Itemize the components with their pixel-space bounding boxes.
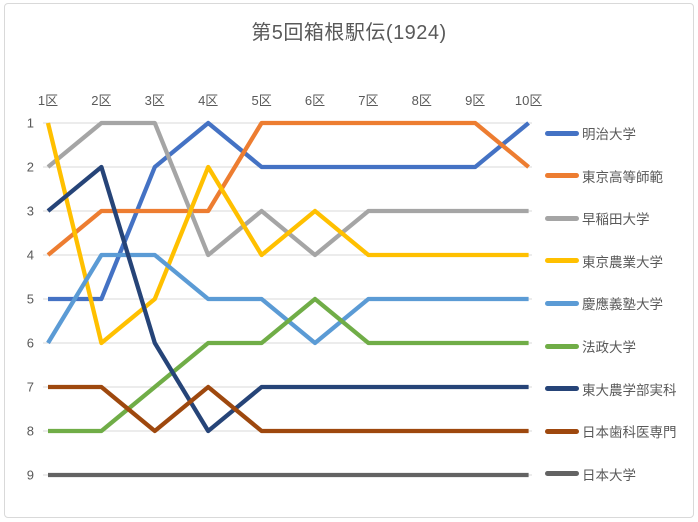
x-axis-category-label: 4区 <box>198 93 218 108</box>
y-axis-tick-label: 6 <box>27 336 34 351</box>
x-axis-category-label: 9区 <box>465 93 485 108</box>
x-axis-category-label: 2区 <box>91 93 111 108</box>
chart-title: 第5回箱根駅伝(1924) <box>251 22 447 44</box>
y-axis-tick-label: 2 <box>27 160 34 175</box>
x-axis-category-label: 10区 <box>515 93 542 108</box>
x-axis-category-label: 1区 <box>38 93 58 108</box>
y-axis-tick-label: 8 <box>27 424 34 439</box>
series-line-法政大学 <box>48 296 529 434</box>
y-axis-tick-label: 1 <box>27 116 34 131</box>
y-axis-tick-label: 4 <box>27 248 34 263</box>
x-axis-category-label: 8区 <box>412 93 432 108</box>
series-line-日本歯科医専門 <box>48 384 529 434</box>
x-axis-category-label: 5区 <box>251 93 271 108</box>
y-axis-tick-label: 5 <box>27 292 34 307</box>
series-line-東大農学部実科 <box>46 164 529 434</box>
x-axis-category-label: 7区 <box>358 93 378 108</box>
x-axis-category-label: 3区 <box>145 93 165 108</box>
y-axis-tick-label: 7 <box>27 380 34 395</box>
series-line-東京高等師範 <box>46 120 530 257</box>
series-line-明治大学 <box>48 120 530 302</box>
y-axis-tick-label: 3 <box>27 204 34 219</box>
x-axis-category-label: 6区 <box>305 93 325 108</box>
series-line-東京農業大学 <box>45 122 529 346</box>
y-axis-tick-label: 9 <box>27 468 34 483</box>
